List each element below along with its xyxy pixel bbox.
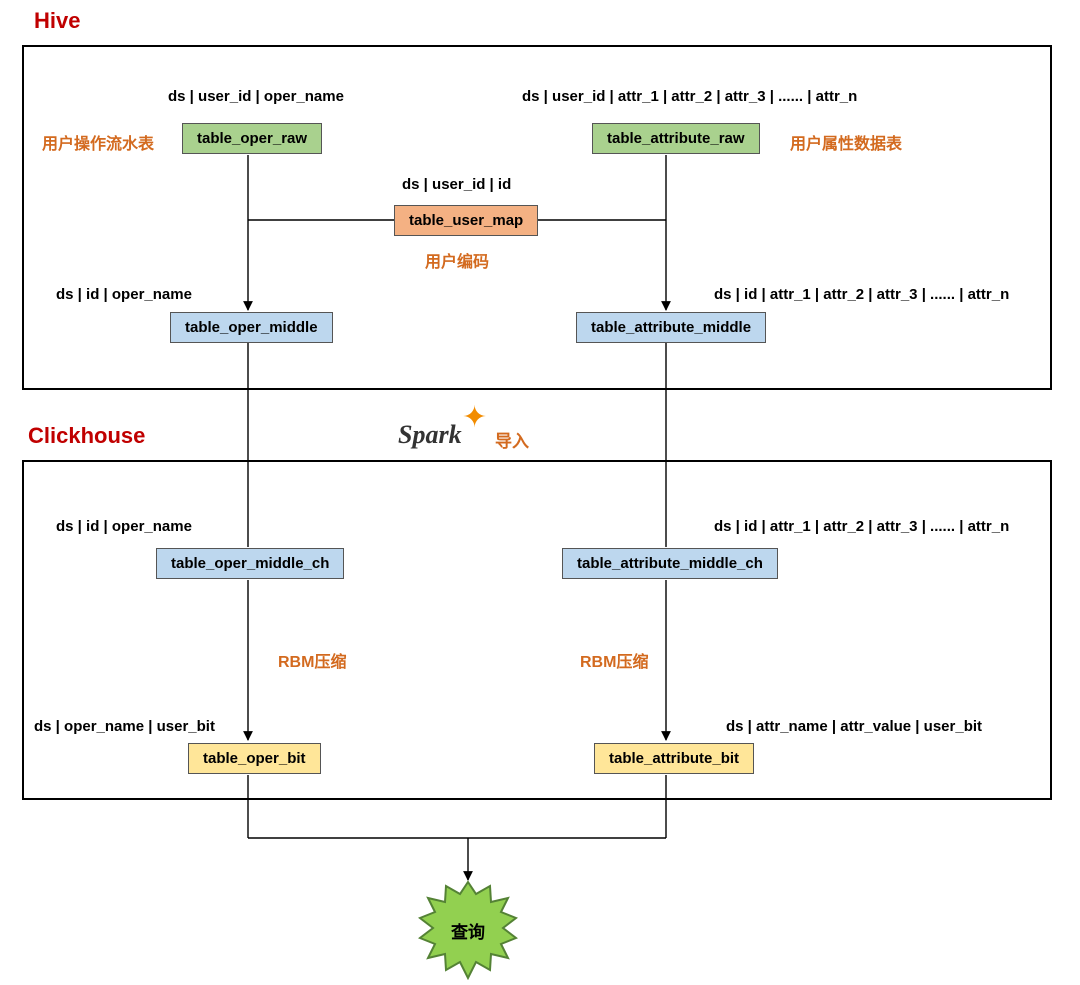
ch-right-bit-box: table_attribute_bit [594, 743, 754, 774]
hive-map-desc: 用户编码 [425, 248, 489, 272]
rbm-left-label: RBM压缩 [278, 648, 346, 672]
ch-left-mid-schema: ds | id | oper_name [56, 518, 192, 535]
hive-title: Hive [34, 8, 80, 34]
hive-left-mid-box: table_oper_middle [170, 312, 333, 343]
ch-right-mid-schema: ds | id | attr_1 | attr_2 | attr_3 | ...… [714, 518, 1009, 535]
hive-left-mid-schema: ds | id | oper_name [56, 286, 192, 303]
ch-right-bit-schema: ds | attr_name | attr_value | user_bit [726, 718, 982, 735]
ch-right-mid-box: table_attribute_middle_ch [562, 548, 778, 579]
spark-logo: Spark [398, 420, 462, 450]
spark-star-icon: ✦ [462, 400, 487, 435]
hive-right-raw-box: table_attribute_raw [592, 123, 760, 154]
ch-left-mid-box: table_oper_middle_ch [156, 548, 344, 579]
ch-left-bit-schema: ds | oper_name | user_bit [34, 718, 215, 735]
hive-right-mid-box: table_attribute_middle [576, 312, 766, 343]
hive-map-box: table_user_map [394, 205, 538, 236]
hive-right-mid-schema: ds | id | attr_1 | attr_2 | attr_3 | ...… [714, 286, 1009, 303]
hive-right-raw-schema: ds | user_id | attr_1 | attr_2 | attr_3 … [522, 88, 857, 105]
ch-left-bit-box: table_oper_bit [188, 743, 321, 774]
clickhouse-title: Clickhouse [28, 423, 145, 449]
query-label: 查询 [418, 880, 518, 980]
hive-left-raw-desc: 用户操作流水表 [42, 130, 154, 154]
rbm-right-label: RBM压缩 [580, 648, 648, 672]
hive-map-schema: ds | user_id | id [402, 176, 511, 193]
hive-left-raw-schema: ds | user_id | oper_name [168, 88, 344, 105]
hive-left-raw-box: table_oper_raw [182, 123, 322, 154]
query-starburst: 查询 [418, 880, 518, 980]
hive-right-raw-desc: 用户属性数据表 [790, 130, 902, 154]
clickhouse-container [22, 460, 1052, 800]
spark-import-label: 导入 [495, 427, 529, 452]
